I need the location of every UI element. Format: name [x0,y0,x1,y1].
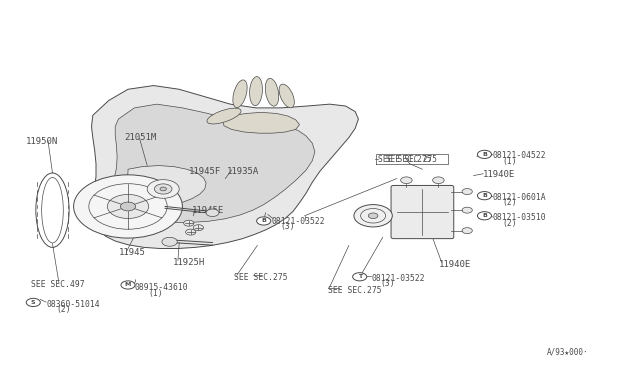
Text: 21051M: 21051M [125,133,157,142]
Circle shape [184,220,194,226]
Polygon shape [92,86,358,248]
Text: 11950N: 11950N [26,137,58,146]
Text: M: M [125,282,131,288]
Ellipse shape [233,80,247,108]
FancyBboxPatch shape [391,185,454,239]
Text: (3): (3) [381,279,396,288]
Ellipse shape [207,108,241,124]
Circle shape [433,177,444,184]
Text: B: B [261,218,266,224]
Circle shape [477,150,492,158]
Text: SEE SEC.275: SEE SEC.275 [234,273,287,282]
Circle shape [462,189,472,195]
Text: 11945E: 11945E [192,206,224,215]
Circle shape [26,298,40,307]
Text: 08915-43610: 08915-43610 [134,283,188,292]
Circle shape [120,202,136,211]
Text: SEE SEC.275: SEE SEC.275 [328,286,381,295]
Circle shape [147,180,179,198]
Circle shape [368,213,378,219]
Text: 11925H: 11925H [173,258,205,267]
Polygon shape [118,166,206,206]
Text: B: B [482,213,487,218]
Circle shape [186,229,196,235]
Text: SEE SEC.497: SEE SEC.497 [31,280,84,289]
Text: 08121-0601A: 08121-0601A [493,193,547,202]
Text: 08121-03522: 08121-03522 [272,217,326,226]
Circle shape [477,192,492,200]
Text: T: T [358,274,362,279]
Text: SEE SEC.275: SEE SEC.275 [378,155,431,164]
Text: 08121-03522: 08121-03522 [371,274,425,283]
Text: (2): (2) [502,198,517,207]
Text: S: S [31,300,36,305]
Text: 11945: 11945 [118,248,145,257]
Circle shape [160,187,166,191]
Text: 11940E: 11940E [438,260,470,269]
Circle shape [108,195,148,218]
Text: SEE SEC.275: SEE SEC.275 [387,155,437,164]
Ellipse shape [250,77,262,106]
Circle shape [353,273,367,281]
Polygon shape [223,112,300,133]
Circle shape [193,225,204,231]
Circle shape [162,237,177,246]
Circle shape [401,177,412,184]
Ellipse shape [279,84,294,108]
Text: 08121-04522: 08121-04522 [493,151,547,160]
Text: (2): (2) [502,219,517,228]
Circle shape [74,175,182,238]
Circle shape [477,212,492,220]
Circle shape [257,217,271,225]
Circle shape [354,205,392,227]
Text: B: B [482,193,487,198]
Text: B: B [482,152,487,157]
Text: (1): (1) [148,289,163,298]
Circle shape [154,184,172,194]
Text: (3): (3) [280,222,295,231]
Text: 11935A: 11935A [227,167,259,176]
Circle shape [121,281,135,289]
Circle shape [206,209,219,217]
Text: A/93★000·: A/93★000· [547,347,589,356]
Text: 08121-03510: 08121-03510 [493,213,547,222]
Text: 11940E: 11940E [483,170,515,179]
Text: (1): (1) [502,157,517,166]
Circle shape [462,207,472,213]
Text: 11945F: 11945F [189,167,221,176]
Text: 08360-51014: 08360-51014 [46,300,100,309]
Ellipse shape [266,78,278,106]
Circle shape [462,228,472,234]
Text: (2): (2) [56,305,71,314]
Polygon shape [112,104,315,222]
